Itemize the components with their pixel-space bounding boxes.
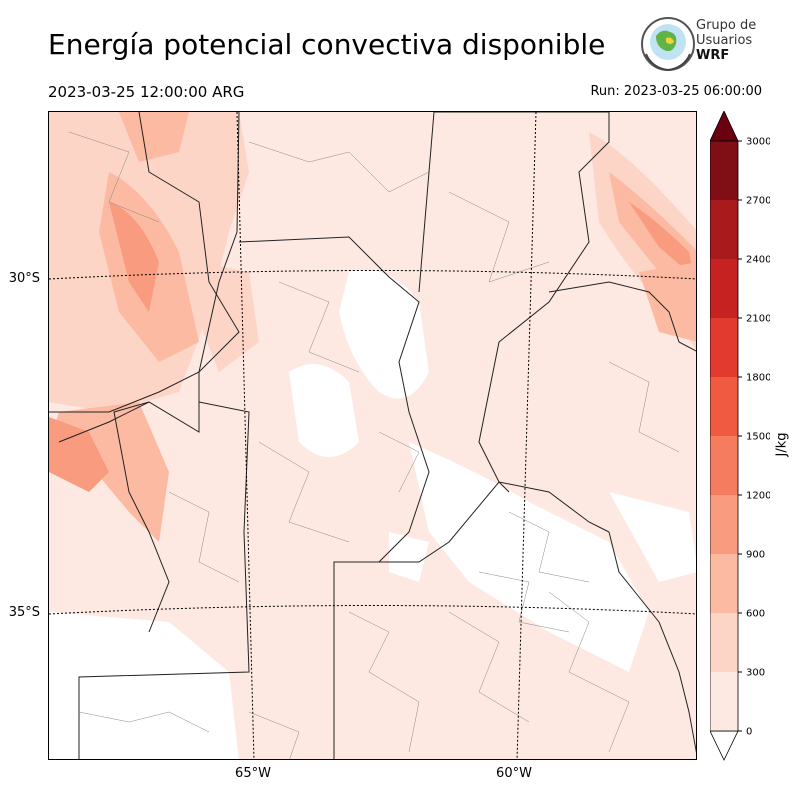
logo-line3: WRF [696, 48, 730, 63]
lon-label-60w: 60°W [496, 766, 532, 781]
lat-label-30s: 30°S [8, 271, 40, 286]
colorbar-tick-label: 900 [746, 550, 765, 561]
colorbar-tick-label: 0 [746, 727, 752, 738]
colorbar-tick-label: 2400 [746, 255, 770, 266]
colorbar-bin [710, 377, 738, 436]
colorbar-bin [710, 259, 738, 318]
valid-time: 2023-03-25 12:00:00 ARG [48, 83, 245, 101]
colorbar-tick-label: 2100 [746, 314, 770, 325]
colorbar-bin [710, 672, 738, 731]
colorbar-tick-label: 1200 [746, 491, 770, 502]
colorbar-over-extend [710, 111, 739, 142]
colorbar-tick-label: 1800 [746, 373, 770, 384]
colorbar-tick-label: 600 [746, 609, 765, 620]
colorbar-tick-label: 1500 [746, 432, 770, 443]
colorbar-tick-label: 300 [746, 668, 765, 679]
cape-map [48, 111, 697, 760]
colorbar-label: J/kg [774, 432, 790, 457]
colorbar-bin [710, 495, 738, 554]
lon-label-65w: 65°W [235, 766, 271, 781]
colorbar: 0 300 600 900 1200 1500 1800 2100 2400 2700 3000 [710, 111, 770, 761]
colorbar-bin [710, 141, 738, 200]
page-title: Energía potencial convectiva disponible [48, 28, 606, 61]
colorbar-bin [710, 200, 738, 259]
colorbar-bin [710, 318, 738, 377]
globe-icon [641, 17, 695, 72]
lat-label-35s: 35°S [8, 605, 40, 620]
run-time: Run: 2023-03-25 06:00:00 [590, 84, 762, 99]
logo-line1: Grupo de [696, 18, 757, 33]
colorbar-bin [710, 436, 738, 495]
wrf-users-logo: Grupo de Usuarios WRF [638, 14, 760, 76]
colorbar-tick-label: 3000 [746, 137, 770, 148]
colorbar-under-extend [710, 730, 739, 761]
colorbar-bin [710, 613, 738, 672]
logo-line2: Usuarios [696, 33, 753, 48]
colorbar-bin [710, 554, 738, 613]
colorbar-tick-label: 2700 [746, 196, 770, 207]
map-canvas [49, 112, 696, 759]
